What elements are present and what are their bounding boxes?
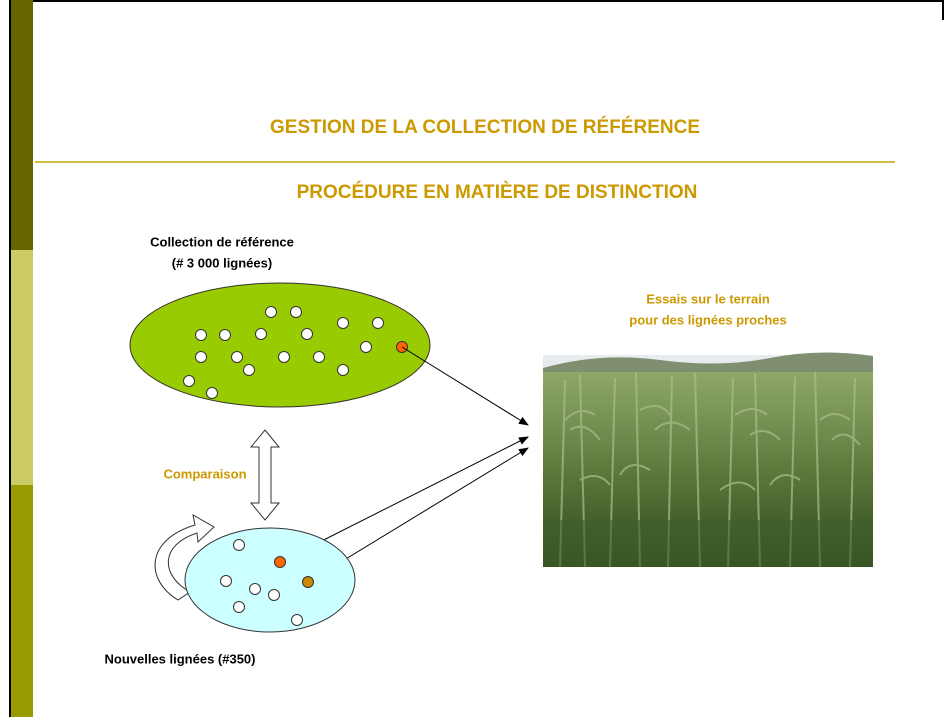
selected-dot xyxy=(303,577,314,588)
corn-field-photo xyxy=(543,352,873,567)
reference-ellipse xyxy=(130,283,430,407)
new-lines-label: Nouvelles lignées (#350) xyxy=(104,651,255,666)
subtitle: PROCÉDURE EN MATIÈRE DE DISTINCTION xyxy=(297,181,698,203)
field-label: pour des lignées proches xyxy=(629,312,787,327)
new-lines-ellipse xyxy=(185,528,355,632)
field-label: Essais sur le terrain xyxy=(646,291,770,306)
slide: GESTION DE LA COLLECTION DE RÉFÉRENCE PR… xyxy=(0,0,944,717)
title: GESTION DE LA COLLECTION DE RÉFÉRENCE xyxy=(270,116,700,138)
collection-count: (# 3 000 lignées) xyxy=(172,255,272,270)
side-strip xyxy=(11,250,33,485)
comparison-label: Comparaison xyxy=(163,466,246,481)
selected-dot xyxy=(275,557,286,568)
side-strip xyxy=(11,485,33,717)
collection-label: Collection de référence xyxy=(150,234,294,249)
side-strip xyxy=(11,0,33,250)
